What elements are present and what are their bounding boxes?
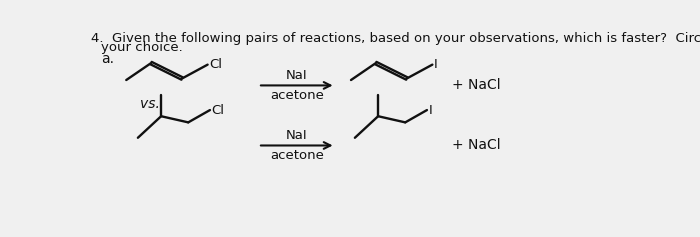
Text: Cl: Cl <box>209 58 222 71</box>
Text: Cl: Cl <box>211 104 225 117</box>
Text: + NaCl: + NaCl <box>452 78 500 92</box>
Text: + NaCl: + NaCl <box>452 138 500 152</box>
Text: acetone: acetone <box>270 149 323 162</box>
Text: a.: a. <box>102 51 115 66</box>
Text: 4.  Given the following pairs of reactions, based on your observations, which is: 4. Given the following pairs of reaction… <box>92 32 700 45</box>
Text: NaI: NaI <box>286 129 307 142</box>
Text: NaI: NaI <box>286 68 307 82</box>
Text: I: I <box>428 104 433 117</box>
Text: vs.: vs. <box>140 97 160 111</box>
Text: acetone: acetone <box>270 89 323 102</box>
Text: I: I <box>434 58 438 71</box>
Text: your choice.: your choice. <box>102 41 183 54</box>
